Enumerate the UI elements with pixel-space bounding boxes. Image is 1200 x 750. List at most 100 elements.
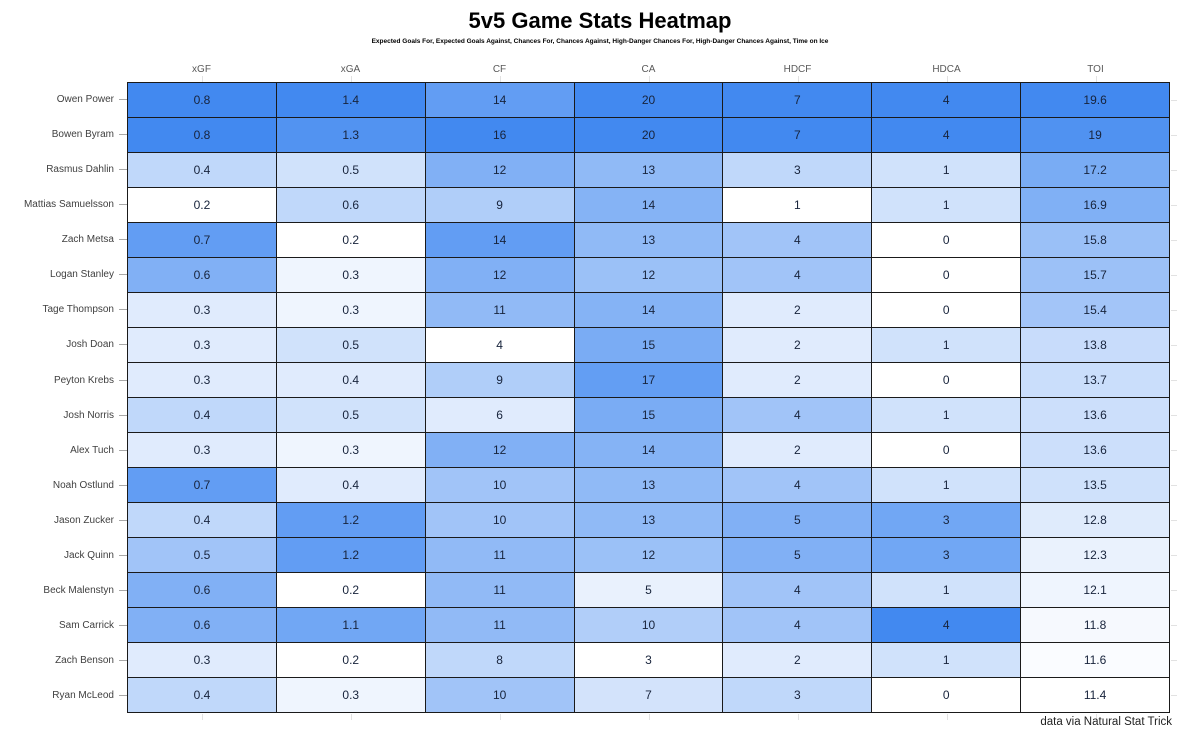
axis-tick xyxy=(1171,485,1177,486)
heatmap-cell: 0.3 xyxy=(276,678,426,713)
axis-tick xyxy=(1171,450,1177,451)
heatmap-cell: 15.4 xyxy=(1021,293,1170,328)
row-label: Sam Carrick xyxy=(0,608,127,643)
axis-tick xyxy=(119,484,127,486)
row-label: Owen Power xyxy=(0,82,127,117)
player-name: Zach Metsa xyxy=(61,234,114,246)
axis-tick xyxy=(1171,275,1177,276)
heatmap-cell: 12 xyxy=(425,153,575,188)
heatmap-cell: 13.6 xyxy=(1021,398,1170,433)
heatmap-cell: 16.9 xyxy=(1021,188,1170,223)
heatmap-cell: 1 xyxy=(872,328,1022,363)
heatmap-cell: 1 xyxy=(723,188,873,223)
heatmap-cell: 2 xyxy=(723,293,873,328)
heatmap-cell: 15 xyxy=(574,328,724,363)
axis-tick xyxy=(119,449,127,451)
row-label: Tage Thompson xyxy=(0,292,127,327)
axis-tick xyxy=(119,589,127,591)
axis-tick xyxy=(119,134,127,136)
axis-tick xyxy=(1171,100,1177,101)
heatmap-cell: 0.6 xyxy=(128,608,277,643)
heatmap-cell: 10 xyxy=(425,468,575,503)
heatmap-cell: 9 xyxy=(425,363,575,398)
axis-tick xyxy=(119,554,127,556)
heatmap-cell: 4 xyxy=(425,328,575,363)
heatmap-cell: 5 xyxy=(574,573,724,608)
row-label: Josh Doan xyxy=(0,327,127,362)
axis-tick xyxy=(947,76,948,82)
heatmap-cell: 0.3 xyxy=(128,293,277,328)
heatmap-cell: 1 xyxy=(872,643,1022,678)
heatmap-cell: 0.2 xyxy=(276,573,426,608)
heatmap-cell: 0.2 xyxy=(276,643,426,678)
row-label: Bowen Byram xyxy=(0,117,127,152)
heatmap-cell: 13 xyxy=(574,153,724,188)
axis-tick xyxy=(798,76,799,82)
player-name: Jason Zucker xyxy=(53,514,114,526)
axis-tick xyxy=(119,660,127,662)
heatmap-cell: 10 xyxy=(425,503,575,538)
heatmap-cell: 0.6 xyxy=(276,188,426,223)
heatmap-cell: 13.6 xyxy=(1021,433,1170,468)
heatmap-cell: 0.3 xyxy=(128,433,277,468)
axis-tick xyxy=(119,309,127,311)
heatmap-cell: 15.7 xyxy=(1021,258,1170,293)
heatmap-cell: 13.7 xyxy=(1021,363,1170,398)
heatmap-cell: 4 xyxy=(723,258,873,293)
heatmap-cell: 3 xyxy=(872,503,1022,538)
row-label: Zach Benson xyxy=(0,643,127,678)
heatmap-cell: 1 xyxy=(872,188,1022,223)
heatmap-cell: 0.3 xyxy=(128,643,277,678)
heatmap-cell: 0.3 xyxy=(276,258,426,293)
column-headers: xGF xGA CF CA HDCF HDCA TOI xyxy=(127,62,1170,78)
heatmap-cell: 1.2 xyxy=(276,503,426,538)
axis-tick xyxy=(500,76,501,82)
column-header: HDCA xyxy=(932,64,961,75)
player-name: Josh Doan xyxy=(66,339,114,351)
heatmap-cell: 13 xyxy=(574,223,724,258)
heatmap-cell: 15.8 xyxy=(1021,223,1170,258)
heatmap-cell: 16 xyxy=(425,118,575,153)
row-label: Ryan McLeod xyxy=(0,678,127,713)
heatmap-cell: 11 xyxy=(425,293,575,328)
axis-tick xyxy=(1171,590,1177,591)
heatmap-cell: 4 xyxy=(723,223,873,258)
heatmap-cell: 3 xyxy=(723,678,873,713)
heatmap-cell: 9 xyxy=(425,188,575,223)
heatmap-cell: 14 xyxy=(574,433,724,468)
heatmap-cell: 13.8 xyxy=(1021,328,1170,363)
heatmap-cell: 0.3 xyxy=(128,363,277,398)
heatmap-cell: 10 xyxy=(574,608,724,643)
heatmap-cell: 3 xyxy=(723,153,873,188)
axis-tick xyxy=(1171,695,1177,696)
heatmap-cell: 0.5 xyxy=(128,538,277,573)
heatmap-cell: 12.1 xyxy=(1021,573,1170,608)
axis-tick xyxy=(119,169,127,171)
heatmap-cell: 14 xyxy=(574,293,724,328)
heatmap-cell: 3 xyxy=(574,643,724,678)
row-label: Alex Tuch xyxy=(0,433,127,468)
column-header: CF xyxy=(492,64,507,75)
axis-tick xyxy=(1096,714,1097,720)
player-name: Beck Malenstyn xyxy=(43,584,114,596)
heatmap-cell: 13.5 xyxy=(1021,468,1170,503)
heatmap-cell: 1.4 xyxy=(276,83,426,118)
heatmap-cell: 14 xyxy=(574,188,724,223)
row-label: Mattias Samuelsson xyxy=(0,187,127,222)
row-label: Zach Metsa xyxy=(0,222,127,257)
heatmap-cell: 0.6 xyxy=(128,573,277,608)
heatmap-cell: 0.4 xyxy=(276,468,426,503)
heatmap-cell: 11 xyxy=(425,573,575,608)
player-name: Tage Thompson xyxy=(42,304,114,316)
heatmap-cell: 4 xyxy=(723,573,873,608)
heatmap-cell: 5 xyxy=(723,538,873,573)
heatmap-cell: 14 xyxy=(425,83,575,118)
heatmap-cell: 12 xyxy=(574,538,724,573)
heatmap-cell: 0.2 xyxy=(128,188,277,223)
column-header: TOI xyxy=(1087,64,1104,75)
heatmap-cell: 6 xyxy=(425,398,575,433)
column-header: xGA xyxy=(340,64,361,75)
heatmap-cell: 2 xyxy=(723,433,873,468)
column-header: CA xyxy=(641,64,656,75)
row-label: Beck Malenstyn xyxy=(0,573,127,608)
